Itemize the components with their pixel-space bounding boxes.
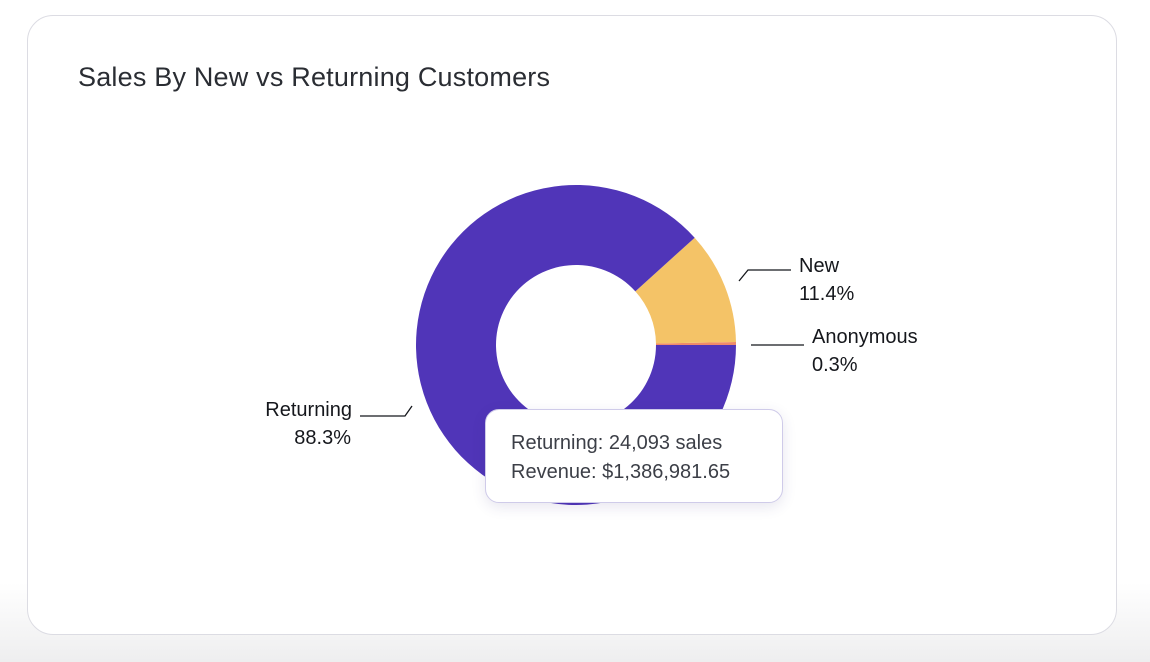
leader-lines [360, 269, 804, 417]
label-percent-returning: 88.3% [294, 427, 351, 449]
slice-anonymous[interactable] [655, 341, 736, 345]
chart-tooltip: Returning: 24,093 sales Revenue: $1,386,… [485, 409, 783, 503]
tooltip-sales-line: Returning: 24,093 sales [511, 432, 723, 454]
slice-new[interactable] [635, 237, 736, 344]
label-percent-anonymous: 0.3% [812, 354, 858, 376]
label-name-new: New [799, 255, 840, 277]
chart-title: Sales By New vs Returning Customers [78, 62, 551, 92]
leader-line-returning [360, 405, 413, 417]
chart-card: Sales By New vs Returning Customers [27, 15, 1117, 635]
tooltip-revenue-line: Revenue: $1,386,981.65 [511, 461, 731, 483]
label-name-returning: Returning [265, 399, 352, 421]
label-percent-new: 11.4% [799, 283, 854, 305]
leader-line-new [738, 269, 791, 282]
slice-labels: Returning 88.3% New 11.4% Anonymous 0.3% [265, 255, 917, 449]
label-name-anonymous: Anonymous [812, 326, 918, 348]
